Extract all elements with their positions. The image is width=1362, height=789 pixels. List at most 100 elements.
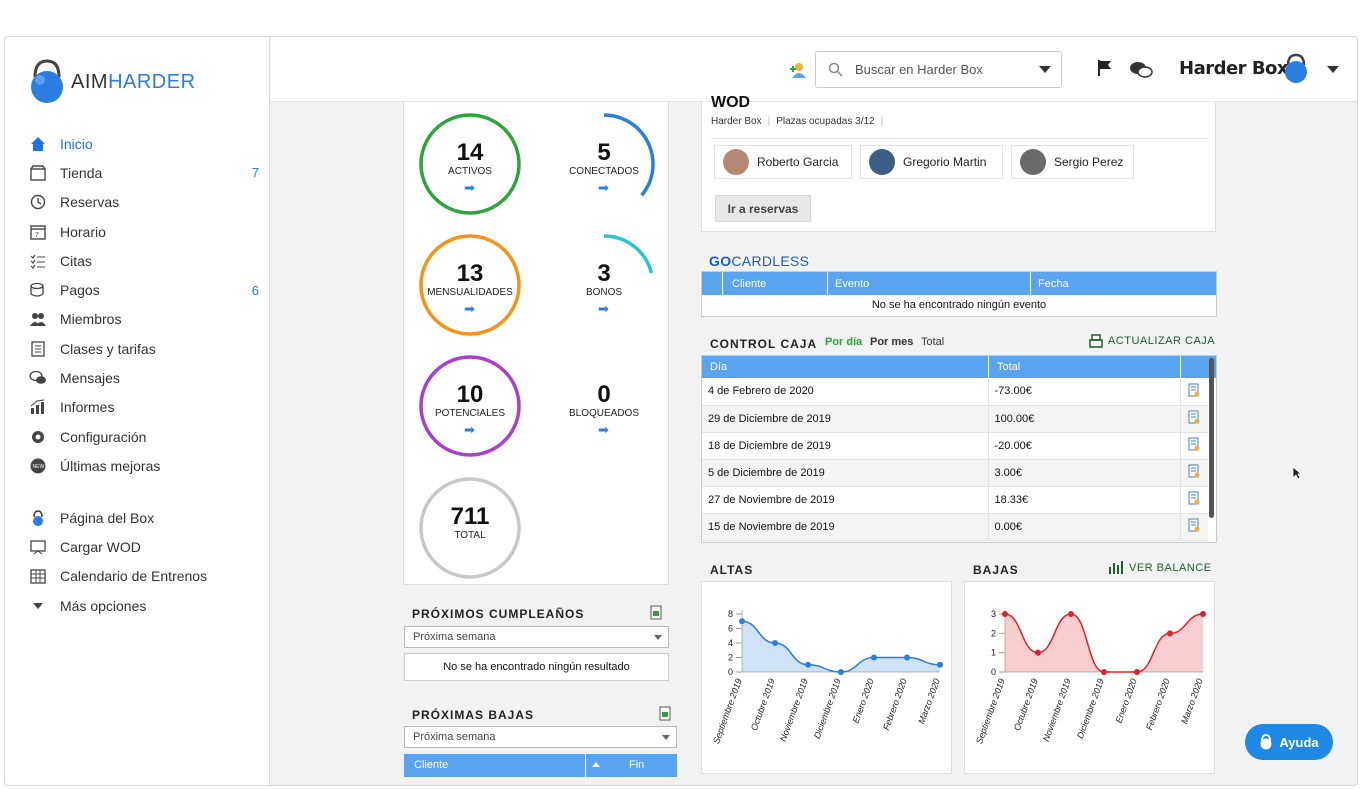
go-to-reservations-button[interactable]: Ir a reservas <box>715 195 811 222</box>
sidebar-item-página-del-box[interactable]: Página del Box <box>29 503 259 532</box>
search-input[interactable]: Buscar en Harder Box <box>855 62 983 77</box>
sidebar-item-label: Pagos <box>60 282 100 299</box>
add-user-icon[interactable] <box>790 61 808 79</box>
x-tick-label: Septiembre 2019 <box>711 677 744 745</box>
table-row[interactable]: 5 de Diciembre de 2019 3.00€ <box>702 459 1208 487</box>
col-evento[interactable]: Evento <box>835 278 870 290</box>
sidebar-item-horario[interactable]: 7 Horario <box>29 217 259 246</box>
birthdays-period-select[interactable]: Próxima semana <box>404 626 669 648</box>
birthdays-empty-message: No se ha encontrado ningún resultado <box>404 653 669 681</box>
sidebar-item-label: Más opciones <box>60 597 147 614</box>
account-menu-icon[interactable] <box>1327 66 1339 73</box>
departures-title: PRÓXIMAS BAJAS <box>412 708 535 722</box>
stat-conectados[interactable]: 5 CONECTADOS ➡ <box>552 112 656 216</box>
document-icon[interactable] <box>1180 486 1208 514</box>
sidebar-item-mensajes[interactable]: Mensajes <box>29 363 259 392</box>
data-point <box>805 661 811 668</box>
sort-up-icon[interactable] <box>592 762 600 767</box>
col-total[interactable]: Total <box>997 361 1021 373</box>
clipboard-icon <box>29 340 47 358</box>
sidebar-item-informes[interactable]: Informes <box>29 393 259 422</box>
logo[interactable]: AIMHARDER <box>27 57 196 107</box>
update-cash-button[interactable]: ACTUALIZAR CAJA <box>1089 334 1215 348</box>
sidebar-item-miembros[interactable]: Miembros <box>29 305 259 334</box>
table-row[interactable]: 29 de Diciembre de 2019 100.00€ <box>702 405 1208 433</box>
table-row[interactable]: 18 de Diciembre de 2019 -20.00€ <box>702 432 1208 460</box>
table-row[interactable]: 4 de Febrero de 2020 -73.00€ <box>702 378 1208 406</box>
sidebar-item-citas[interactable]: Citas <box>29 246 259 275</box>
stat-potenciales[interactable]: 10 POTENCIALES ➡ <box>418 354 522 458</box>
sidebar-item-cargar-wod[interactable]: Cargar WOD <box>29 532 259 561</box>
sidebar-item-pagos[interactable]: Pagos 6 <box>29 275 259 304</box>
history-icon <box>29 193 47 211</box>
sidebar-item-label: Página del Box <box>60 509 155 526</box>
document-icon[interactable] <box>1180 459 1208 487</box>
sidebar-item-calendario-de-entrenos[interactable]: Calendario de Entrenos <box>29 562 259 591</box>
y-tick-label: 3 <box>991 609 996 619</box>
col-cliente[interactable]: Cliente <box>732 278 767 290</box>
chat-icon[interactable] <box>1129 61 1153 79</box>
sidebar-item-más-opciones[interactable]: Más opciones <box>29 591 259 620</box>
data-point <box>1200 611 1206 617</box>
y-tick-label: 0 <box>991 667 996 677</box>
arrow-right-icon[interactable]: ➡ <box>598 422 609 437</box>
logo-text: AIMHARDER <box>71 70 196 93</box>
document-icon[interactable] <box>1180 405 1208 433</box>
arrow-right-icon[interactable]: ➡ <box>598 180 609 195</box>
stat-value: 711 <box>450 503 490 530</box>
export-icon[interactable] <box>659 706 671 721</box>
document-icon[interactable] <box>1180 432 1208 460</box>
stat-label: POTENCIALES <box>434 408 506 419</box>
filter-por-dia[interactable]: Por día <box>825 336 863 348</box>
athlete-chip[interactable]: Gregorio Martin <box>860 145 1003 179</box>
x-tick-label: Marzo 2020 <box>1179 677 1205 725</box>
search-dropdown-icon[interactable] <box>1039 66 1051 73</box>
col-fin[interactable]: Fin <box>629 759 645 771</box>
sidebar-item-inicio[interactable]: Inicio <box>29 129 259 158</box>
scrollbar[interactable] <box>1209 358 1214 518</box>
altas-chart: 0 2 4 6 8 Septiembre 2019 Octubre 2019 Noviembr… <box>711 609 943 745</box>
document-icon[interactable] <box>1180 378 1208 406</box>
export-icon[interactable] <box>650 605 662 620</box>
sidebar-item-clases-y-tarifas[interactable]: Clases y tarifas <box>29 334 259 363</box>
stat-mensualidades[interactable]: 13 MENSUALIDADES ➡ <box>418 233 522 337</box>
arrow-right-icon[interactable]: ➡ <box>464 180 475 195</box>
table-row[interactable]: 15 de Noviembre de 2019 0.00€ <box>702 513 1208 541</box>
sidebar-item-reservas[interactable]: Reservas <box>29 188 259 217</box>
arrow-right-icon[interactable]: ➡ <box>464 422 475 437</box>
sidebar-item-tienda[interactable]: Tienda 7 <box>29 158 259 187</box>
athlete-chip[interactable]: Roberto Garcia <box>714 145 852 179</box>
view-balance-button[interactable]: VER BALANCE <box>1108 561 1212 574</box>
help-button[interactable]: Ayuda <box>1245 724 1333 760</box>
sidebar-item-configuración[interactable]: Configuración <box>29 422 259 451</box>
stat-activos[interactable]: 14 ACTIVOS ➡ <box>418 112 522 216</box>
sidebar-item-últimas-mejoras[interactable]: NEW Últimas mejoras <box>29 451 259 480</box>
col-fecha[interactable]: Fecha <box>1038 278 1069 290</box>
stat-total[interactable]: 711 TOTAL <box>418 476 522 580</box>
filter-por-mes[interactable]: Por mes <box>870 336 914 348</box>
stat-label: CONECTADOS <box>569 166 639 177</box>
box-name[interactable]: Harder Box <box>1179 58 1289 79</box>
flag-icon[interactable] <box>1096 59 1114 77</box>
stat-label: BONOS <box>585 287 623 298</box>
departures-period-select[interactable]: Próxima semana <box>404 726 677 748</box>
box-avatar-icon[interactable] <box>1283 53 1309 85</box>
chat-icon <box>29 369 47 387</box>
stat-value: 13 <box>456 260 484 287</box>
col-cliente[interactable]: Cliente <box>414 759 449 771</box>
cell-day: 15 de Noviembre de 2019 <box>702 513 989 541</box>
arrow-right-icon[interactable]: ➡ <box>598 301 609 316</box>
stat-bonos[interactable]: 3 BONOS ➡ <box>552 233 656 337</box>
athlete-chip[interactable]: Sergio Perez <box>1011 145 1134 179</box>
cell-day: 18 de Diciembre de 2019 <box>702 432 989 460</box>
col-dia[interactable]: Día <box>710 361 728 373</box>
y-tick-label: 6 <box>728 624 733 634</box>
table-row[interactable]: 27 de Noviembre de 2019 18.33€ <box>702 486 1208 514</box>
arrow-right-icon[interactable]: ➡ <box>464 301 475 316</box>
sidebar-item-label: Configuración <box>60 428 147 445</box>
document-icon[interactable] <box>1180 513 1208 541</box>
stat-bloqueados[interactable]: 0 BLOQUEADOS ➡ <box>552 354 656 458</box>
search-box[interactable]: Buscar en Harder Box <box>815 51 1062 88</box>
stat-label: MENSUALIDADES <box>427 287 513 298</box>
filter-total[interactable]: Total <box>921 336 945 348</box>
